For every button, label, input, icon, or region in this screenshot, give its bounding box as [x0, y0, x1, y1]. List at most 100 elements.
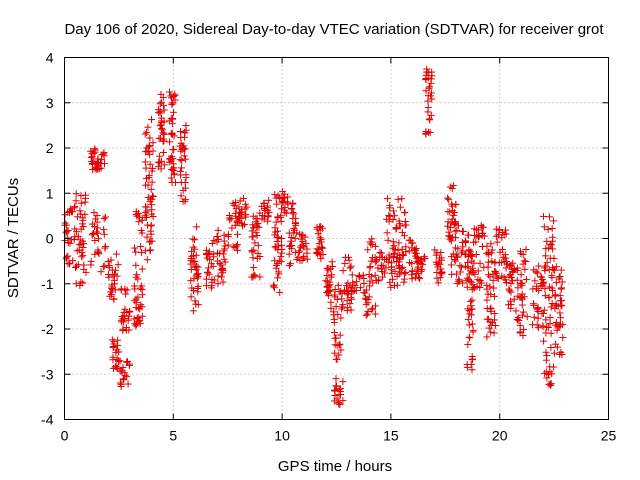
data-point [335, 351, 343, 359]
data-point [369, 279, 377, 287]
data-point [549, 287, 557, 295]
data-point [552, 263, 560, 271]
data-point [480, 232, 488, 240]
data-point [160, 129, 168, 137]
data-point [488, 249, 496, 257]
data-point [518, 301, 526, 309]
data-point [182, 174, 190, 182]
data-point [104, 257, 112, 265]
data-point [341, 260, 349, 268]
data-point [316, 223, 324, 231]
data-point [518, 311, 526, 319]
data-point [424, 97, 432, 105]
data-point [176, 167, 184, 175]
data-point [510, 295, 518, 303]
data-point [91, 237, 99, 245]
data-point [148, 178, 156, 186]
data-point [390, 207, 398, 215]
data-point [276, 288, 284, 296]
data-point [107, 256, 115, 264]
data-point [495, 259, 503, 267]
data-point [492, 269, 500, 277]
data-point [209, 262, 217, 270]
data-point [157, 165, 165, 173]
data-point [149, 139, 157, 147]
data-point [141, 247, 149, 255]
data-point [272, 194, 280, 202]
data-point [501, 226, 509, 234]
data-point [130, 315, 138, 323]
data-point [332, 375, 340, 383]
data-point [397, 268, 405, 276]
y-tick-label: 4 [46, 50, 54, 66]
data-point [506, 297, 514, 305]
data-point [182, 126, 190, 134]
data-point [542, 316, 550, 324]
data-point [283, 209, 291, 217]
data-point [273, 233, 281, 241]
data-point [433, 274, 441, 282]
data-point [400, 278, 408, 286]
data-point [428, 68, 436, 76]
data-point [99, 263, 107, 271]
data-point [249, 254, 257, 262]
data-point [468, 296, 476, 304]
data-point [328, 258, 336, 266]
data-point [447, 261, 455, 269]
data-point [388, 275, 396, 283]
data-point [345, 256, 353, 264]
data-point [194, 270, 202, 278]
data-point [484, 271, 492, 279]
data-point [210, 236, 218, 244]
data-point [98, 156, 106, 164]
data-point [324, 266, 332, 274]
data-point [178, 164, 186, 172]
data-point [132, 208, 140, 216]
data-point [336, 387, 344, 395]
data-point [317, 255, 325, 263]
data-point [362, 286, 370, 294]
data-point [232, 242, 240, 250]
data-point [542, 252, 550, 260]
data-point [529, 321, 537, 329]
data-point [355, 271, 363, 279]
data-point [556, 309, 564, 317]
data-point [168, 153, 176, 161]
data-point [332, 334, 340, 342]
data-point [109, 356, 117, 364]
data-point [131, 320, 139, 328]
data-point [254, 219, 262, 227]
data-point [368, 241, 376, 249]
data-point [391, 212, 399, 220]
data-point [110, 338, 118, 346]
data-point [541, 292, 549, 300]
data-point [546, 314, 554, 322]
data-point [479, 223, 487, 231]
data-point [468, 356, 476, 364]
data-point [116, 367, 124, 375]
data-point [278, 241, 286, 249]
data-point [136, 316, 144, 324]
data-point [75, 241, 83, 249]
data-point [471, 270, 479, 278]
data-point [230, 201, 238, 209]
data-point [464, 305, 472, 313]
data-point [491, 310, 499, 318]
data-point [363, 310, 371, 318]
data-point [249, 224, 257, 232]
data-point [426, 83, 434, 91]
data-point [444, 218, 452, 226]
data-point [551, 305, 559, 313]
data-point [138, 229, 146, 237]
data-point [189, 243, 197, 251]
y-tick-label: -3 [41, 366, 54, 382]
data-point [432, 258, 440, 266]
data-point [141, 158, 149, 166]
data-point [289, 215, 297, 223]
data-point [428, 89, 436, 97]
data-point [557, 266, 565, 274]
data-point [295, 247, 303, 255]
data-point [539, 309, 547, 317]
y-axis-title: SDTVAR / TECUs [5, 178, 22, 298]
data-point [550, 254, 558, 262]
